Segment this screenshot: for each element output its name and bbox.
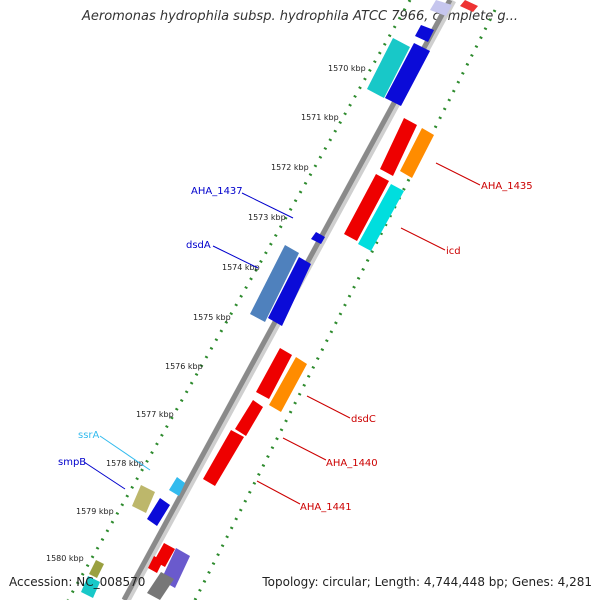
accession-text: Accession: NC_008570 — [9, 575, 146, 589]
inner-tick-ring — [66, 0, 412, 600]
map-title: Aeromonas hydrophila subsp. hydrophila A… — [81, 9, 519, 24]
tick-label: 1577 kbp — [136, 410, 174, 419]
gene-feature[interactable] — [415, 25, 434, 42]
gene-feature[interactable] — [380, 118, 417, 176]
tick-label: 1579 kbp — [76, 507, 114, 516]
gene-feature-aha1440[interactable] — [235, 400, 263, 436]
gene-feature-smpB[interactable] — [132, 485, 155, 513]
tick-label: 1574 kbp — [222, 263, 260, 272]
gene-feature-dsdA-2[interactable] — [268, 257, 311, 326]
leader-aha1437 — [241, 192, 294, 219]
gene-feature-aha1441[interactable] — [203, 430, 244, 486]
tick-label: 1580 kbp — [46, 554, 84, 563]
gene-label-dsdC[interactable]: dsdC — [351, 414, 376, 425]
leader-aha1435 — [435, 162, 481, 186]
leader-icd — [400, 227, 446, 251]
gene-feature-aha1435[interactable] — [400, 128, 434, 178]
gene-feature-dsdA-1[interactable] — [250, 245, 299, 322]
leader-dsdA — [212, 245, 259, 269]
forward-strand-features — [81, 0, 452, 598]
gene-labels: AHA_1435 icd AHA_1437 dsdA dsdC AHA_1440… — [58, 181, 533, 513]
gene-label-aha1440[interactable]: AHA_1440 — [326, 458, 378, 469]
gene-feature[interactable] — [367, 38, 410, 98]
leader-aha1440 — [282, 437, 327, 461]
tick-label: 1572 kbp — [271, 163, 309, 172]
tick-label: 1576 kbp — [165, 362, 203, 371]
gene-feature-ssrA[interactable] — [169, 477, 185, 496]
leader-aha1441 — [256, 480, 301, 505]
gene-label-dsdA[interactable]: dsdA — [186, 240, 211, 251]
gene-feature[interactable] — [148, 556, 163, 573]
gene-feature[interactable] — [385, 43, 430, 106]
gene-label-smpB[interactable]: smpB — [58, 457, 86, 468]
gene-label-aha1437[interactable]: AHA_1437 — [191, 186, 243, 197]
tick-label: 1573 kbp — [248, 213, 286, 222]
gene-label-ssrA[interactable]: ssrA — [78, 430, 100, 441]
gene-label-aha1441[interactable]: AHA_1441 — [300, 502, 352, 513]
leader-smpB — [83, 461, 126, 490]
gene-feature[interactable] — [147, 572, 174, 600]
gene-feature[interactable] — [460, 0, 478, 12]
outer-tick-ring — [193, 9, 497, 600]
gene-feature[interactable] — [147, 498, 170, 526]
gene-feature[interactable] — [89, 560, 104, 578]
gene-feature[interactable] — [430, 0, 452, 16]
gene-feature-dsdC[interactable] — [269, 357, 307, 412]
leader-dsdC — [306, 395, 351, 419]
gene-feature-aha1437[interactable] — [311, 232, 325, 244]
gene-feature[interactable] — [81, 576, 100, 598]
tick-label: 1575 kbp — [193, 313, 231, 322]
scale-labels: 1570 kbp 1571 kbp 1572 kbp 1573 kbp 1574… — [46, 64, 366, 563]
gene-feature[interactable] — [344, 174, 389, 241]
gene-feature-icd[interactable] — [358, 184, 404, 251]
label-leaders — [83, 162, 481, 505]
tick-label: 1578 kbp — [106, 459, 144, 468]
tick-label: 1570 kbp — [328, 64, 366, 73]
gene-label-aha1435[interactable]: AHA_1435 — [481, 181, 533, 192]
leader-ssrA — [99, 435, 151, 471]
topology-text: Topology: circular; Length: 4,744,448 bp… — [262, 575, 592, 589]
tick-label: 1571 kbp — [301, 113, 339, 122]
gene-label-icd[interactable]: icd — [446, 246, 461, 257]
reverse-strand-features — [147, 0, 478, 600]
gene-feature[interactable] — [256, 348, 292, 399]
